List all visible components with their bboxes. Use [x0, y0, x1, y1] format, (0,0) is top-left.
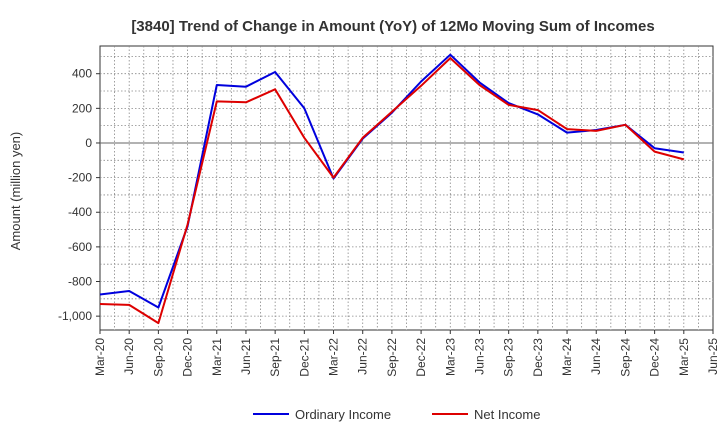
- x-tick-label: Sep-24: [618, 338, 632, 377]
- y-tick-label: 0: [85, 136, 92, 150]
- x-tick-label: Mar-24: [560, 338, 574, 376]
- x-axis: Mar-20 Jun-20 Sep-20 Dec-20 Mar-21 Jun-21 Sep-…: [93, 330, 720, 377]
- x-tick-label: Jun-22: [356, 338, 370, 375]
- plot-area: [99, 45, 714, 331]
- y-tick-label: -400: [68, 205, 92, 219]
- x-tick-label: Mar-21: [210, 338, 224, 376]
- y-tick-label: 200: [72, 101, 92, 115]
- x-tick-label: Dec-21: [297, 338, 311, 377]
- legend: Ordinary Income Net Income: [253, 407, 540, 422]
- x-tick-label: Sep-20: [151, 338, 165, 377]
- legend-label: Ordinary Income: [295, 407, 391, 422]
- x-tick-label: Jun-25: [706, 338, 720, 375]
- x-tick-label: Jun-21: [239, 338, 253, 375]
- y-axis: 400 200 0 -200 -400 -600 -800 -1,000: [58, 67, 100, 323]
- x-tick-label: Mar-22: [327, 338, 341, 376]
- x-tick-label: Mar-25: [677, 338, 691, 376]
- x-tick-label: Dec-24: [648, 338, 662, 377]
- x-tick-label: Dec-20: [181, 338, 195, 377]
- series-line-net-income: [99, 57, 685, 325]
- y-tick-label: -1,000: [58, 309, 92, 323]
- plot-frame: [99, 45, 714, 331]
- x-tick-label: Jun-20: [122, 338, 136, 375]
- y-tick-label: -800: [68, 275, 92, 289]
- y-tick-label: -200: [68, 171, 92, 185]
- legend-label: Net Income: [474, 407, 540, 422]
- x-tick-label: Sep-23: [502, 338, 516, 377]
- x-tick-label: Sep-22: [385, 338, 399, 377]
- series-layer: [99, 53, 685, 325]
- y-tick-label: -600: [68, 240, 92, 254]
- y-tick-label: 400: [72, 67, 92, 81]
- x-tick-label: Jun-24: [589, 338, 603, 375]
- x-tick-label: Jun-23: [472, 338, 486, 375]
- x-tick-label: Mar-20: [93, 338, 107, 376]
- y-axis-title: Amount (million yen): [8, 132, 23, 251]
- x-tick-label: Dec-23: [531, 338, 545, 377]
- x-tick-label: Mar-23: [443, 338, 457, 376]
- x-tick-label: Dec-22: [414, 338, 428, 377]
- chart-title: [3840] Trend of Change in Amount (YoY) o…: [131, 18, 654, 35]
- x-tick-label: Sep-21: [268, 338, 282, 377]
